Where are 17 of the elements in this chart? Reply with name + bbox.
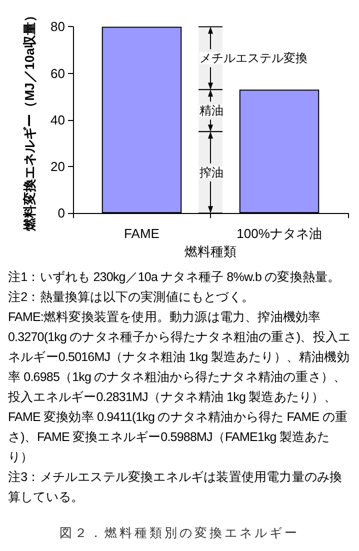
y-tick-label: 60 — [50, 66, 65, 81]
band-label: メチルエステル変換 — [200, 51, 308, 66]
x-tick-label: FAME — [124, 226, 160, 242]
band-label: 搾油 — [200, 165, 224, 180]
caption: 図２．燃料種類別の変換エネルギー — [58, 525, 300, 542]
text: 注1：いずれも 230kg／10a ナタネ種子 8%w.b の変換熱量。 — [8, 269, 342, 286]
band-label: 精油 — [200, 104, 224, 118]
text: 注3：メチルエステル変換エネルギは装置使用電力量のみ換算している。 — [8, 469, 344, 506]
text: FAME:燃料変換装置を使用。動力源は電力、搾油機効率 0.3270(1kg のナタネ種子から得たナタネ粗油の重さ)、投入エネルギー0.5016MJ（ナタネ粗油 1kg 製造あたり）、精油機効率 0.6985（1kg のナタネ粗油から得たナタネ精油の重さ）、投入エネルギー0.2831MJ（ナタネ精油 1kg 製造あたり）、FAME 変換効率 0.9411(1kg のナタネ精油から得た FAME の重さ)、FAME 変換エネルギー0.5988MJ（FAME1kg 製造あたり） — [8, 309, 351, 466]
y-tick-label: 80 — [50, 19, 65, 34]
x-tick-label: 100%ナタネ油 — [236, 226, 322, 242]
x-axis-title: 燃料種類 — [184, 244, 236, 259]
y-tick-label: 40 — [50, 112, 65, 128]
text: 注2：熱量換算は以下の実測値にもとづく。 — [8, 289, 255, 306]
y-tick-label: 0 — [58, 206, 65, 221]
y-tick-label: 20 — [50, 159, 65, 174]
y-axis-title: 燃料変換エネルギー（MJ／10a収量） — [22, 9, 37, 232]
